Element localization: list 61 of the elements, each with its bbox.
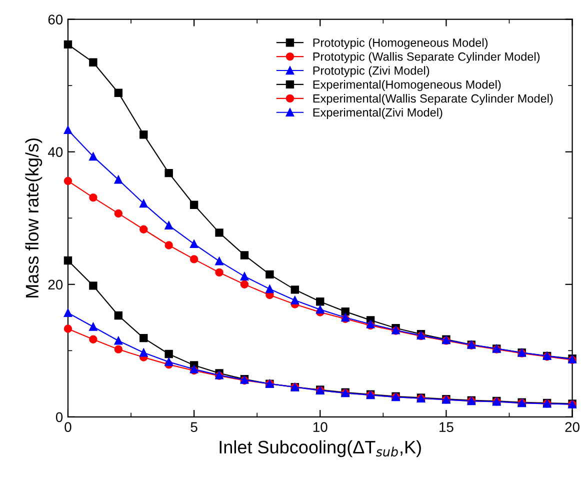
point [164,350,173,358]
point [164,241,173,250]
point [140,225,148,234]
x-tick-label: 15 [440,422,454,432]
point [114,345,123,354]
point [290,286,300,294]
x-tick-label: 0 [64,422,72,432]
point [266,284,274,294]
point [114,209,123,218]
point [89,152,98,161]
point [89,335,98,344]
point [240,251,249,260]
point [114,88,123,97]
point [290,296,300,304]
point [164,221,173,230]
point [215,228,224,237]
legend-label: Prototypic (Homogeneous Model) [313,38,488,50]
y-tick-label: 0 [56,412,63,422]
point [64,308,72,317]
point [114,336,123,345]
point [190,255,198,264]
legend-label: Experimental(Zivi Model) [313,108,442,119]
x-axis-title: Inlet Subcooling(ΔT$_{sub}$,K) [220,440,421,458]
y-tick-label: 40 [48,147,63,157]
point [89,322,98,331]
point [64,40,72,49]
point [266,270,274,279]
x-tick-label: 10 [313,422,328,432]
point [240,272,249,281]
legend-label: Experimental(Wallis Separate Cylinder Model) [313,94,553,105]
legend-label: Experimental(Homogeneous Model) [313,80,501,92]
point [64,256,72,265]
point [341,307,350,316]
point [140,334,148,342]
point [64,126,72,134]
point [164,168,173,178]
point [316,305,324,314]
point [64,176,72,186]
point [140,130,148,139]
point [215,257,224,266]
point [64,324,72,333]
point [316,298,324,306]
y-axis-title: Mass flow rate(kg/s) [25,138,42,298]
point [140,348,148,357]
point [240,280,249,288]
point [114,176,123,184]
legend-label: Prototypic (Zivi Model) [313,66,430,78]
point [140,199,148,208]
x-tick-label: 5 [190,422,198,432]
y-tick-label: 60 [48,14,63,24]
x-tick-label: 20 [565,422,580,432]
point [190,200,198,209]
point [114,311,123,320]
point [89,58,98,66]
point [89,193,98,202]
legend-label: Prototypic (Wallis Separate Cylinder Model) [313,52,540,64]
point [190,240,198,248]
y-tick-label: 20 [48,280,63,290]
point [89,282,98,290]
point [164,358,173,366]
point [215,268,224,277]
